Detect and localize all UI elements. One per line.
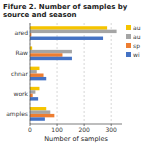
title: Fifure 2. Number of samples bysource and…: [3, 3, 128, 19]
legend-swatch: [126, 43, 131, 48]
bar: [30, 26, 107, 29]
grid-line: [111, 23, 112, 124]
y-tick-label: chnar: [11, 70, 29, 77]
bar: [30, 77, 46, 80]
bar: [30, 87, 39, 90]
x-tick-label: 200: [78, 126, 90, 133]
chart: Fifure 2. Number of samples bysource and…: [0, 0, 150, 150]
bars: [30, 26, 117, 121]
x-tick-label: 0: [28, 126, 32, 133]
bar: [30, 110, 50, 113]
bar: [30, 114, 54, 117]
bar: [30, 107, 46, 110]
legend-label: sp: [133, 42, 140, 50]
bar: [30, 57, 72, 60]
bar: [30, 50, 72, 53]
y-tick-label: work: [13, 90, 28, 97]
y-tick-label: Raw: [15, 49, 28, 56]
bar: [30, 94, 33, 97]
y-tick-label: ared: [14, 29, 28, 36]
x-axis: [30, 124, 122, 125]
y-tick-label: amples: [6, 110, 28, 118]
legend-swatch: [126, 25, 131, 30]
legend-label: au: [133, 33, 141, 40]
legend-swatch: [126, 52, 131, 57]
x-axis-label: Number of samples: [44, 135, 108, 143]
bar: [30, 74, 44, 77]
bar: [30, 70, 37, 73]
bar: [30, 67, 39, 70]
legend-label: au: [133, 24, 141, 31]
legend-swatch: [126, 34, 131, 39]
legend-label: wi: [133, 51, 140, 58]
bar: [30, 53, 62, 56]
y-axis: [30, 23, 31, 124]
bar: [30, 30, 117, 33]
bar: [30, 90, 35, 93]
bar: [30, 97, 38, 100]
x-tick-label: 300: [105, 126, 117, 133]
bar: [30, 37, 103, 40]
bar: [30, 117, 45, 120]
x-tick-label: 100: [51, 126, 63, 133]
grid-line: [30, 23, 31, 124]
